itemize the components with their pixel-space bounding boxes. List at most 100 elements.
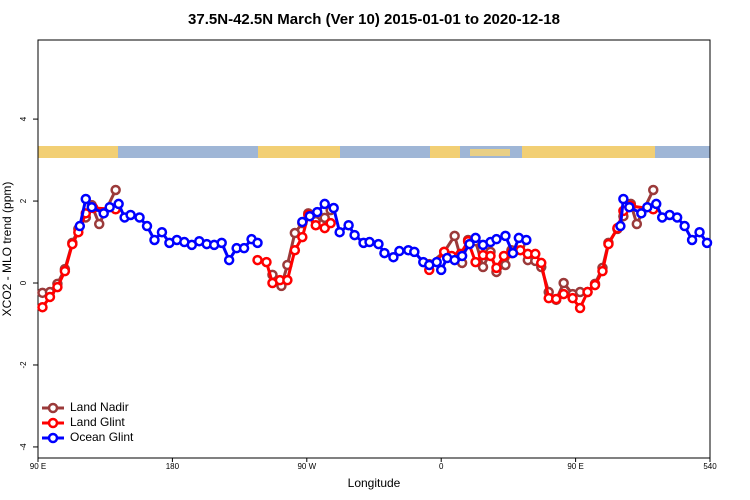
- data-point: [589, 279, 601, 291]
- data-point: [328, 202, 339, 214]
- data-point: [456, 250, 468, 262]
- land-strip: [470, 149, 510, 156]
- data-point: [289, 227, 301, 239]
- map-strip: [38, 146, 710, 158]
- land-strip: [522, 146, 655, 158]
- data-point: [491, 233, 502, 245]
- data-point: [603, 238, 614, 250]
- data-point: [500, 259, 511, 271]
- data-point: [134, 212, 145, 223]
- y-tick-label: -2: [19, 361, 28, 369]
- data-point: [701, 237, 713, 249]
- data-point: [104, 201, 115, 213]
- data-point: [449, 254, 460, 266]
- data-point: [74, 220, 86, 232]
- data-point: [52, 281, 63, 293]
- data-point: [491, 262, 502, 274]
- data-point: [223, 254, 235, 266]
- data-point: [37, 301, 48, 313]
- data-point: [618, 193, 629, 205]
- data-point: [650, 198, 662, 210]
- data-point: [343, 219, 354, 231]
- data-point: [550, 293, 562, 305]
- data-point: [449, 230, 460, 242]
- data-point: [110, 184, 121, 196]
- data-point: [297, 216, 308, 228]
- data-point: [507, 247, 519, 259]
- data-point: [624, 201, 635, 213]
- data-point: [470, 256, 481, 268]
- data-point: [615, 220, 626, 232]
- data-point: [238, 242, 250, 254]
- x-tick-label: 90 E: [567, 462, 583, 471]
- x-tick-label: 540: [703, 462, 717, 471]
- legend-label: Land Glint: [70, 415, 125, 429]
- legend-marker: [47, 432, 59, 444]
- plot-frame: [37, 39, 711, 459]
- land-strip: [258, 146, 340, 158]
- x-axis-label: Longitude: [348, 476, 401, 490]
- land-strip: [430, 146, 460, 158]
- data-point: [464, 238, 475, 250]
- data-point: [98, 208, 109, 219]
- data-point: [567, 292, 578, 304]
- data-point: [642, 201, 653, 213]
- data-point: [431, 256, 442, 268]
- data-point: [86, 201, 98, 213]
- chart-title: 37.5N-42.5N March (Ver 10) 2015-01-01 to…: [188, 11, 560, 28]
- data-point: [44, 291, 56, 303]
- data-point: [694, 226, 705, 238]
- data-point: [325, 217, 336, 229]
- legend-label: Ocean Glint: [70, 430, 134, 444]
- data-point: [631, 218, 643, 230]
- data-point: [216, 237, 227, 249]
- data-point: [312, 206, 323, 218]
- land-strip: [38, 146, 118, 158]
- legend-marker: [47, 402, 59, 414]
- data-point: [252, 237, 263, 249]
- data-point: [349, 229, 360, 241]
- data-point: [80, 193, 92, 205]
- y-tick-label: 4: [19, 116, 28, 121]
- legend-label: Land Nadir: [70, 400, 129, 414]
- data-point: [558, 288, 569, 300]
- data-point: [334, 226, 345, 238]
- x-tick-label: 0: [439, 462, 444, 471]
- data-point: [379, 247, 390, 259]
- data-point: [470, 232, 481, 244]
- data-point: [597, 265, 608, 277]
- data-point: [686, 234, 698, 246]
- data-point: [297, 231, 308, 243]
- data-point: [582, 286, 593, 298]
- data-point: [671, 212, 683, 223]
- data-point: [141, 220, 153, 232]
- data-point: [435, 264, 447, 276]
- y-tick-label: 2: [19, 198, 28, 203]
- data-point: [125, 209, 136, 221]
- data-point: [485, 250, 496, 262]
- data-point: [310, 219, 322, 231]
- data-point: [536, 257, 547, 269]
- x-tick-label: 90 E: [30, 462, 46, 471]
- data-point: [679, 220, 690, 232]
- x-tick-label: 90 W: [297, 462, 316, 471]
- y-tick-label: -4: [19, 443, 28, 451]
- data-point: [477, 261, 489, 273]
- data-point: [156, 226, 168, 238]
- y-tick-label: 0: [19, 280, 28, 285]
- data-point: [521, 234, 532, 246]
- data-point: [59, 265, 71, 277]
- data-point: [252, 254, 263, 266]
- data-point: [388, 251, 399, 263]
- data-point: [373, 238, 384, 250]
- data-point: [282, 274, 293, 286]
- data-point: [364, 236, 375, 248]
- y-axis-label: XCO2 - MLO trend (ppm): [0, 182, 14, 317]
- data-point: [289, 244, 301, 256]
- data-point: [500, 230, 511, 242]
- data-point: [149, 234, 160, 246]
- data-point: [67, 238, 78, 250]
- data-point: [530, 248, 541, 260]
